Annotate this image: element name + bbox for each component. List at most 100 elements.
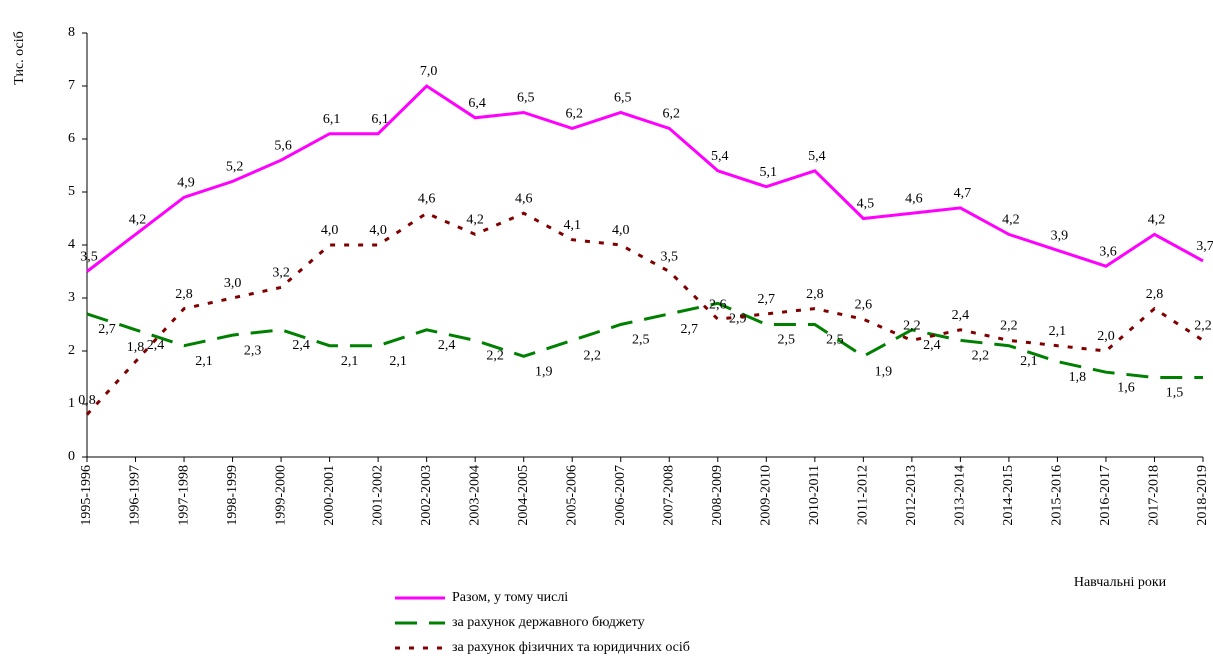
- data-label: 3,2: [272, 266, 290, 281]
- line-0: [86, 84, 1204, 273]
- data-label: 2,8: [806, 287, 824, 302]
- data-label: 2,1: [1020, 354, 1038, 369]
- x-tick-label: 2010-2011: [807, 465, 822, 525]
- data-label: 3,0: [224, 276, 242, 291]
- x-tick-label: 1997-1998: [176, 465, 191, 526]
- y-tick-label: 3: [68, 290, 75, 305]
- y-axis-label: Тис. осіб: [12, 31, 27, 84]
- data-label: 7,0: [420, 64, 438, 79]
- data-label: 2,5: [632, 333, 650, 348]
- data-label: 2,4: [438, 338, 456, 353]
- x-tick-label: 1999-2000: [273, 465, 288, 526]
- data-label: 1,5: [1166, 386, 1184, 401]
- x-tick-label: 2000-2001: [322, 465, 337, 526]
- data-label: 6,2: [565, 107, 583, 122]
- data-label: 2,6: [855, 297, 873, 312]
- data-label: 3,9: [1051, 229, 1069, 244]
- x-tick-label: 2014-2015: [1001, 465, 1016, 526]
- data-label: 2,4: [292, 338, 310, 353]
- y-tick-label: 8: [68, 25, 75, 40]
- y-tick-label: 5: [68, 184, 75, 199]
- x-tick-label: 2008-2009: [710, 465, 725, 526]
- data-label: 4,2: [129, 213, 147, 228]
- x-tick-label: 1996-1997: [128, 465, 143, 526]
- data-label: 4,6: [418, 191, 436, 206]
- data-label: 2,1: [389, 354, 407, 369]
- x-tick-label: 2012-2013: [904, 465, 919, 526]
- x-tick-label: 2009-2010: [759, 465, 774, 526]
- data-label: 1,6: [1117, 380, 1135, 395]
- data-label: 2,4: [923, 338, 941, 353]
- y-tick-label: 4: [68, 237, 75, 252]
- x-tick-label: 2004-2005: [516, 465, 531, 526]
- x-axis-label: Навчальні роки: [1074, 575, 1167, 590]
- x-tick-label: 2018-2019: [1195, 465, 1210, 526]
- data-label: 4,5: [857, 197, 875, 212]
- data-label: 5,2: [226, 160, 244, 175]
- x-tick-label: 2011-2012: [856, 465, 871, 525]
- data-label: 2,5: [826, 333, 844, 348]
- data-label: 1,8: [127, 340, 145, 355]
- data-label: 4,2: [466, 213, 484, 228]
- data-label: 3,7: [1196, 239, 1213, 254]
- data-label: 2,2: [486, 349, 504, 364]
- data-label: 1,9: [875, 365, 893, 380]
- data-label: 5,6: [274, 138, 292, 153]
- data-label: 6,5: [614, 91, 632, 106]
- data-label: 2,8: [1146, 287, 1164, 302]
- data-label: 4,0: [612, 223, 630, 238]
- data-label: 3,5: [80, 250, 98, 265]
- data-label: 4,0: [369, 223, 387, 238]
- x-tick-label: 2005-2006: [564, 465, 579, 526]
- data-label: 4,7: [954, 186, 972, 201]
- x-tick-label: 2003-2004: [467, 465, 482, 526]
- legend-label: за рахунок фізичних та юридичних осіб: [452, 640, 690, 655]
- data-label: 2,2: [903, 319, 921, 334]
- data-label: 2,2: [583, 349, 601, 364]
- data-label: 5,1: [760, 165, 778, 180]
- x-tick-label: 2002-2003: [419, 465, 434, 526]
- data-label: 6,1: [323, 112, 341, 127]
- data-label: 2,7: [98, 322, 116, 337]
- data-label: 6,1: [371, 112, 389, 127]
- x-tick-label: 2017-2018: [1147, 465, 1162, 526]
- data-label: 2,5: [778, 333, 796, 348]
- data-label: 2,7: [681, 322, 699, 337]
- data-label: 2,9: [729, 312, 747, 327]
- data-label: 4,0: [321, 223, 339, 238]
- data-label: 2,4: [952, 308, 970, 323]
- data-label: 2,0: [1097, 329, 1115, 344]
- y-tick-label: 0: [68, 449, 75, 464]
- data-label: 4,2: [1148, 213, 1166, 228]
- x-tick-label: 2007-2008: [661, 465, 676, 526]
- y-tick-label: 1: [68, 396, 75, 411]
- data-label: 6,5: [517, 91, 535, 106]
- data-label: 2,6: [709, 297, 727, 312]
- data-label: 2,7: [758, 292, 776, 307]
- data-label: 3,6: [1099, 244, 1117, 259]
- data-label: 2,3: [244, 343, 262, 358]
- legend-label: за рахунок державного бюджету: [452, 615, 645, 630]
- legend-label: Разом, у тому числі: [452, 590, 568, 605]
- data-label: 6,2: [663, 107, 681, 122]
- data-label: 2,1: [195, 354, 213, 369]
- x-tick-label: 2006-2007: [613, 465, 628, 526]
- x-tick-label: 2015-2016: [1050, 465, 1065, 526]
- y-tick-label: 2: [68, 343, 75, 358]
- data-label: 2,4: [147, 338, 165, 353]
- line-1: [86, 301, 1203, 379]
- data-label: 2,1: [341, 354, 359, 369]
- data-label: 1,9: [535, 365, 553, 380]
- y-tick-label: 6: [68, 131, 75, 146]
- data-label: 2,8: [175, 287, 193, 302]
- x-tick-label: 2001-2002: [370, 465, 385, 526]
- data-label: 3,5: [661, 250, 679, 265]
- data-label: 2,2: [1194, 319, 1212, 334]
- x-tick-label: 2013-2014: [953, 465, 968, 526]
- data-label: 2,1: [1049, 324, 1067, 339]
- x-tick-label: 1995-1996: [79, 465, 94, 526]
- data-label: 2,2: [1000, 319, 1018, 334]
- data-label: 2,2: [972, 349, 990, 364]
- data-label: 5,4: [711, 149, 729, 164]
